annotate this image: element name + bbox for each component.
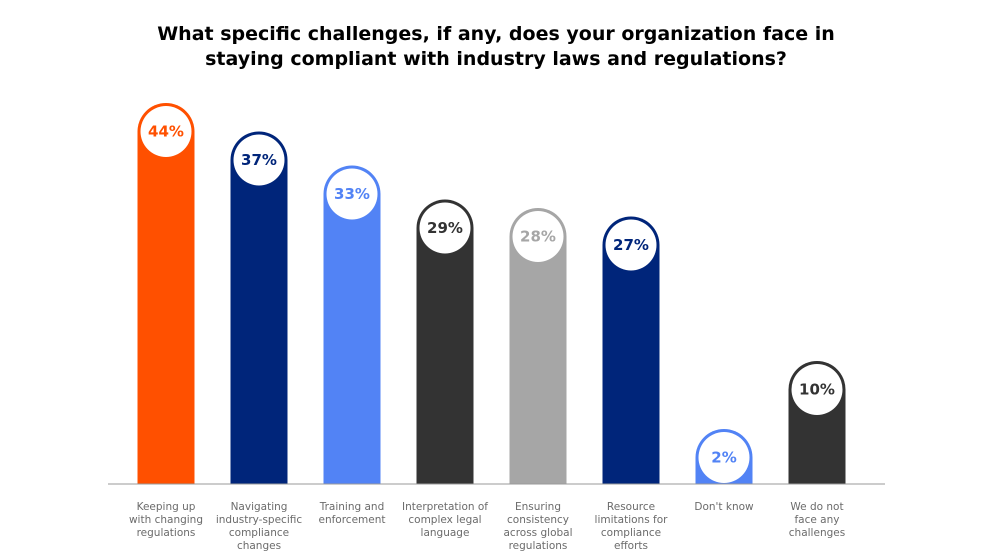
value-circle [605,219,657,271]
bar-group: 29% Interpretation of complex legal languag… [402,199,488,539]
category-label: Ensuring consistency across global regulati… [503,501,572,552]
bar [323,165,381,484]
category-label: Training and enforcement [318,501,385,526]
value-circle [140,106,192,157]
bar [137,103,195,484]
category-label: Don't know [694,501,754,513]
bar-group: 44% Keeping up with changing regulations [129,103,203,539]
bar-group: 2% Don't know [694,429,754,513]
bar-group: 27% Resource limitations for compliance effo… [595,216,669,552]
category-label: Keeping up with changing regulations [129,501,203,539]
value-circle [698,432,750,483]
data-label: 29% [427,219,463,237]
bar [509,208,567,484]
chart-title: What specific challenges, if any, does y… [157,23,835,70]
bar-group: 10% We do not face any challenges [788,361,846,539]
bar-group: 28% Ensuring consistency across global regul… [503,208,573,552]
bar [230,131,288,484]
data-label: 28% [520,228,556,246]
value-circle [791,364,843,415]
data-label: 10% [799,381,835,399]
bar [416,199,474,484]
data-label: 44% [148,123,184,141]
data-label: 37% [241,151,277,169]
bar-group: 37% Navigating industry-specific compliance… [216,131,303,552]
category-label: Navigating industry-specific compliance cha… [216,501,303,552]
data-label: 2% [711,449,736,467]
value-circle [512,211,564,262]
data-label: 33% [334,185,370,203]
bar-group: 33% Training and enforcement [318,165,386,526]
data-label: 27% [613,236,649,254]
value-circle [419,202,471,254]
category-label: Interpretation of complex legal language [402,501,488,539]
category-label: Resource limitations for compliance efforts [595,501,669,552]
value-circle [233,134,285,186]
bar [602,216,660,484]
category-label: We do not face any challenges [789,501,845,539]
value-circle [326,168,378,220]
